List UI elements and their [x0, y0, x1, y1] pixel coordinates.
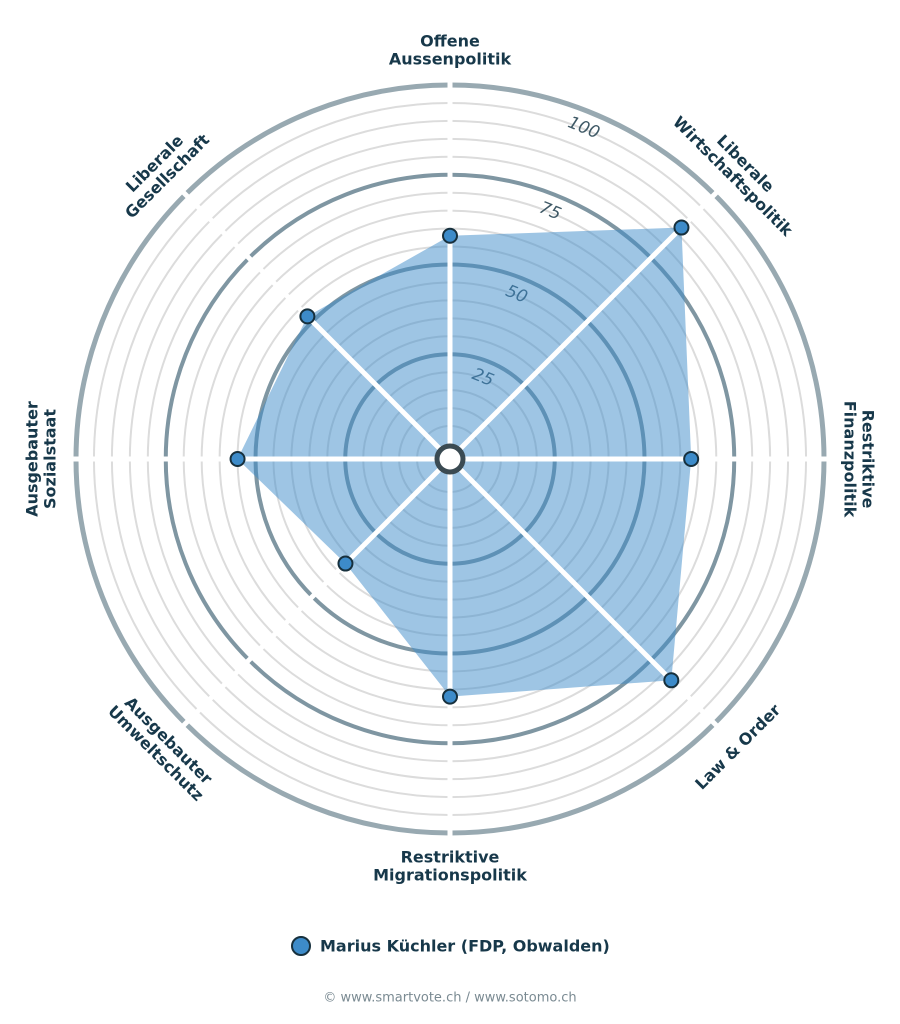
legend-label: Marius Küchler (FDP, Obwalden): [320, 937, 610, 956]
axis-label-line: Restriktive: [401, 848, 500, 867]
point: [663, 672, 680, 689]
point: [337, 555, 354, 572]
point: [442, 688, 458, 705]
point: [673, 219, 690, 236]
point: [442, 227, 458, 244]
axis-label-line: Aussenpolitik: [389, 50, 512, 69]
point: [299, 308, 316, 325]
axis-label: Ausgebauter Sozialstaat: [23, 401, 60, 517]
point: [683, 451, 700, 467]
center: [434, 443, 466, 475]
spoke: [178, 467, 442, 731]
y-tick-label: 75: [536, 198, 564, 225]
axis-label-line: Migrationspolitik: [373, 866, 527, 885]
axis-label-line: Offene: [420, 32, 480, 51]
axis-label-line: Finanzpolitik: [841, 401, 860, 518]
axis-label-line: Restriktive: [859, 410, 878, 509]
axis-label-line: Sozialstaat: [41, 409, 60, 509]
point: [229, 451, 246, 467]
axis-label-line: Ausgebauter: [23, 401, 42, 517]
legend: Marius Küchler (FDP, Obwalden): [291, 936, 610, 956]
footer: © www.smartvote.ch / www.sotomo.ch: [323, 991, 576, 1006]
legend-marker: [291, 936, 311, 956]
